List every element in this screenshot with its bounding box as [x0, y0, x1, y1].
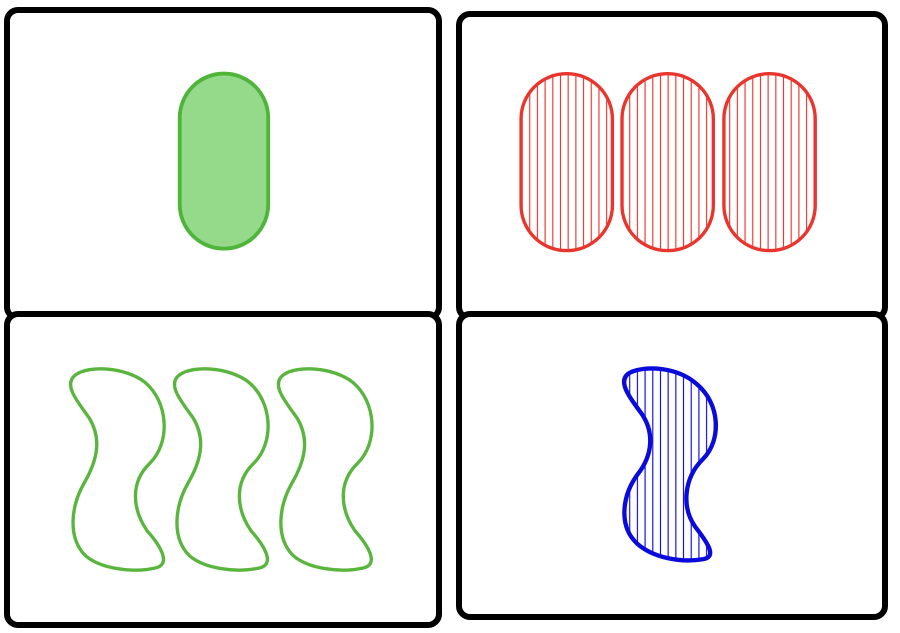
card-bottom-right[interactable]	[456, 311, 888, 620]
card-top-left[interactable]	[4, 7, 442, 321]
squiggle-shape	[276, 367, 374, 572]
card-bottom-left[interactable]	[4, 311, 442, 628]
squiggle-shape	[68, 367, 166, 572]
squiggle-shape	[172, 367, 270, 572]
card-top-right-art	[519, 72, 817, 253]
oval-shape	[620, 72, 716, 253]
card-bottom-left-art	[68, 367, 374, 572]
oval-shape	[722, 72, 817, 253]
squiggle-shape	[622, 366, 718, 563]
card-top-left-art	[177, 71, 271, 251]
card-bottom-right-art	[622, 366, 718, 563]
oval-shape	[519, 72, 615, 253]
oval-shape	[177, 71, 271, 251]
card-top-right[interactable]	[456, 11, 888, 321]
